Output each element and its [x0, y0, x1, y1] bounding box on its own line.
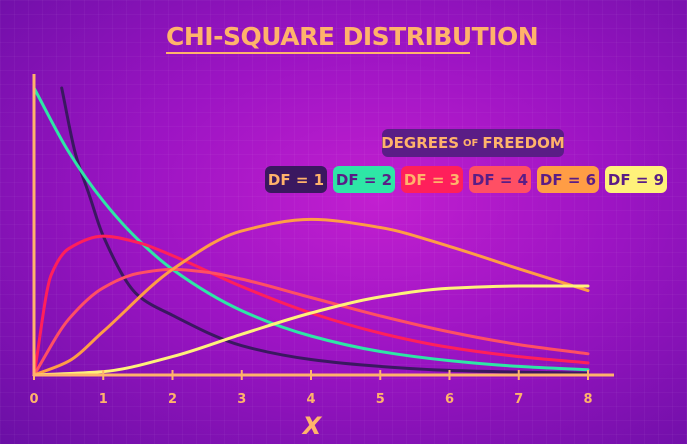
legend-entry-df-6: DF = 6	[537, 166, 599, 193]
x-tick-label-1: 1	[99, 392, 108, 407]
x-axis-label: X	[301, 412, 323, 440]
legend-entry-df-3: DF = 3	[401, 166, 463, 193]
legend-entry-df-2: DF = 2	[333, 166, 395, 193]
curve-df-1	[60, 86, 590, 375]
x-tick-label-7: 7	[514, 392, 523, 407]
curve-df-4	[32, 267, 590, 377]
curves-layer	[32, 86, 590, 377]
legend-entry-df-4: DF = 4	[469, 166, 531, 193]
x-tick-label-2: 2	[168, 392, 177, 407]
x-tick-label-0: 0	[29, 392, 38, 407]
x-tick-label-8: 8	[583, 392, 592, 407]
curve-df-2	[32, 86, 590, 372]
x-tick-label-6: 6	[445, 392, 454, 407]
curve-df-9	[32, 284, 590, 377]
legend-title-word-2: OF	[463, 137, 479, 149]
axes-layer	[32, 74, 614, 377]
x-tick-label-3: 3	[237, 392, 246, 407]
legend-title-word-1: DEGREES	[381, 134, 460, 152]
curve-df-3	[32, 234, 590, 377]
x-tick-labels: 0 1 2 3 4 5 6 7 8 X	[29, 370, 593, 440]
x-tick-label-4: 4	[306, 392, 315, 407]
legend-title: DEGREES OF FREEDOM	[381, 129, 565, 157]
chart-title: CHI-SQUARE DISTRIBUTION	[166, 22, 539, 54]
x-tick-label-5: 5	[376, 392, 385, 407]
legend-entry-df-9: DF = 9	[605, 166, 667, 193]
legend-entry-df-1: DF = 1	[265, 166, 327, 193]
curve-df-6	[32, 217, 590, 377]
legend-title-word-3: FREEDOM	[482, 134, 565, 152]
